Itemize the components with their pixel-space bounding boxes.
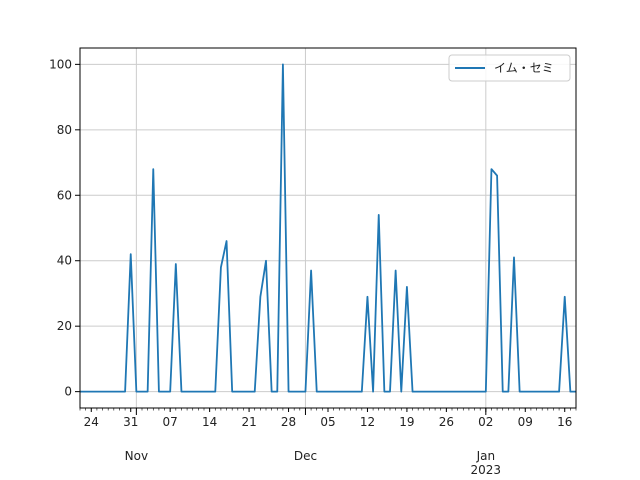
series-line-1	[80, 63, 576, 393]
legend-box	[448, 54, 571, 82]
x-tick-label: 26	[439, 415, 454, 429]
x-tick-label: 05	[320, 415, 335, 429]
legend: イム・セミ	[448, 54, 571, 82]
legend-label-series-1: イム・セミ	[494, 61, 554, 75]
x-tick-label: 14	[202, 415, 217, 429]
y-tick-label: 40	[57, 254, 72, 268]
x-tick-label: 28	[281, 415, 296, 429]
series-lines	[80, 63, 576, 393]
x-tick-label: 19	[399, 415, 414, 429]
x-tick-label: 21	[241, 415, 256, 429]
x-month-label: Dec	[294, 449, 317, 463]
y-tick-label: 20	[57, 319, 72, 333]
x-tick-label: 02	[478, 415, 493, 429]
y-tick-label: 60	[57, 188, 72, 202]
x-tick-label: 12	[360, 415, 375, 429]
x-tick-label: 09	[518, 415, 533, 429]
x-tick-label: 16	[557, 415, 572, 429]
x-tick-label: 31	[123, 415, 138, 429]
y-tick-label: 0	[64, 385, 72, 399]
y-tick-label: 100	[49, 57, 72, 71]
y-tick-label: 80	[57, 123, 72, 137]
x-tick-label: 07	[163, 415, 178, 429]
x-month-label: Nov	[125, 449, 148, 463]
x-month-label: Jan 2023	[471, 449, 502, 477]
x-tick-label: 24	[84, 415, 99, 429]
